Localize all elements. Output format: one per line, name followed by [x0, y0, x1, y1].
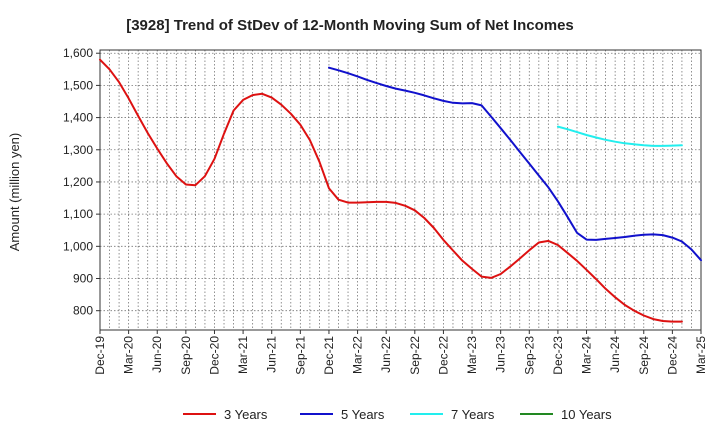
x-tick-label: Sep-23	[522, 336, 536, 375]
y-tick-labels: 800 900 1,000 1,100 1,200 1,300 1,400 1,500 1,60…	[63, 46, 100, 318]
y-tick-label: 1,100	[63, 207, 93, 221]
x-tick-label: Jun-22	[379, 336, 393, 373]
series-lines	[99, 58, 702, 323]
chart-title: [3928] Trend of StDev of 12-Month Moving…	[126, 17, 574, 34]
legend-label-5-years: 5 Years	[341, 407, 385, 422]
x-tick-label: Dec-20	[207, 336, 221, 375]
y-axis-label: Amount (million yen)	[7, 133, 22, 252]
x-tick-label: Dec-24	[665, 336, 679, 375]
x-tick-label: Mar-22	[351, 336, 365, 374]
x-tick-label: Dec-22	[436, 336, 450, 375]
legend: 3 Years 5 Years 7 Years 10 Years	[183, 407, 612, 422]
y-tick-label: 1,600	[63, 46, 93, 60]
x-tick-label: Mar-25	[694, 336, 708, 374]
y-tick-label: 1,200	[63, 175, 93, 189]
x-tick-label: Dec-23	[551, 336, 565, 375]
y-tick-label: 1,500	[63, 78, 93, 92]
y-tick-label: 900	[73, 272, 93, 286]
x-tick-label: Dec-21	[322, 336, 336, 375]
x-tick-label: Sep-21	[293, 336, 307, 375]
y-tick-label: 1,400	[63, 111, 93, 125]
x-tick-label: Jun-23	[494, 336, 508, 373]
y-tick-label: 800	[73, 304, 93, 318]
x-tick-label: Sep-22	[408, 336, 422, 375]
legend-label-3-years: 3 Years	[224, 407, 268, 422]
x-tick-label: Mar-23	[465, 336, 479, 374]
x-tick-label: Sep-24	[637, 336, 651, 375]
y-tick-label: 1,000	[63, 239, 93, 253]
series-line-5-years	[328, 66, 702, 262]
x-tick-label: Jun-24	[608, 336, 622, 373]
x-tick-label: Jun-20	[150, 336, 164, 373]
x-tick-label: Mar-21	[236, 336, 250, 374]
legend-label-10-years: 10 Years	[561, 407, 612, 422]
y-tick-label: 1,300	[63, 143, 93, 157]
legend-label-7-years: 7 Years	[451, 407, 495, 422]
x-tick-labels: Dec-19 Mar-20 Jun-20 Sep-20 Dec-20 Mar-21 Jun-…	[93, 330, 708, 375]
x-tick-label: Mar-24	[580, 336, 594, 374]
x-tick-label: Dec-19	[93, 336, 107, 375]
x-tick-label: Mar-20	[122, 336, 136, 374]
series-line-3-years	[99, 58, 683, 323]
grid-layer	[100, 50, 701, 330]
x-tick-label: Jun-21	[265, 336, 279, 373]
plot-area-frame	[99, 49, 702, 331]
series-line-7-years	[556, 125, 683, 147]
x-tick-label: Sep-20	[179, 336, 193, 375]
